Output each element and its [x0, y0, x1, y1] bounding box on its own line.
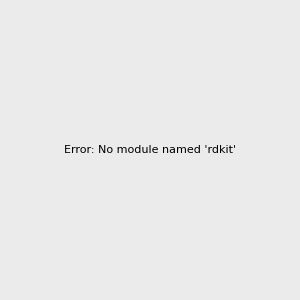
Text: Error: No module named 'rdkit': Error: No module named 'rdkit' [64, 145, 236, 155]
